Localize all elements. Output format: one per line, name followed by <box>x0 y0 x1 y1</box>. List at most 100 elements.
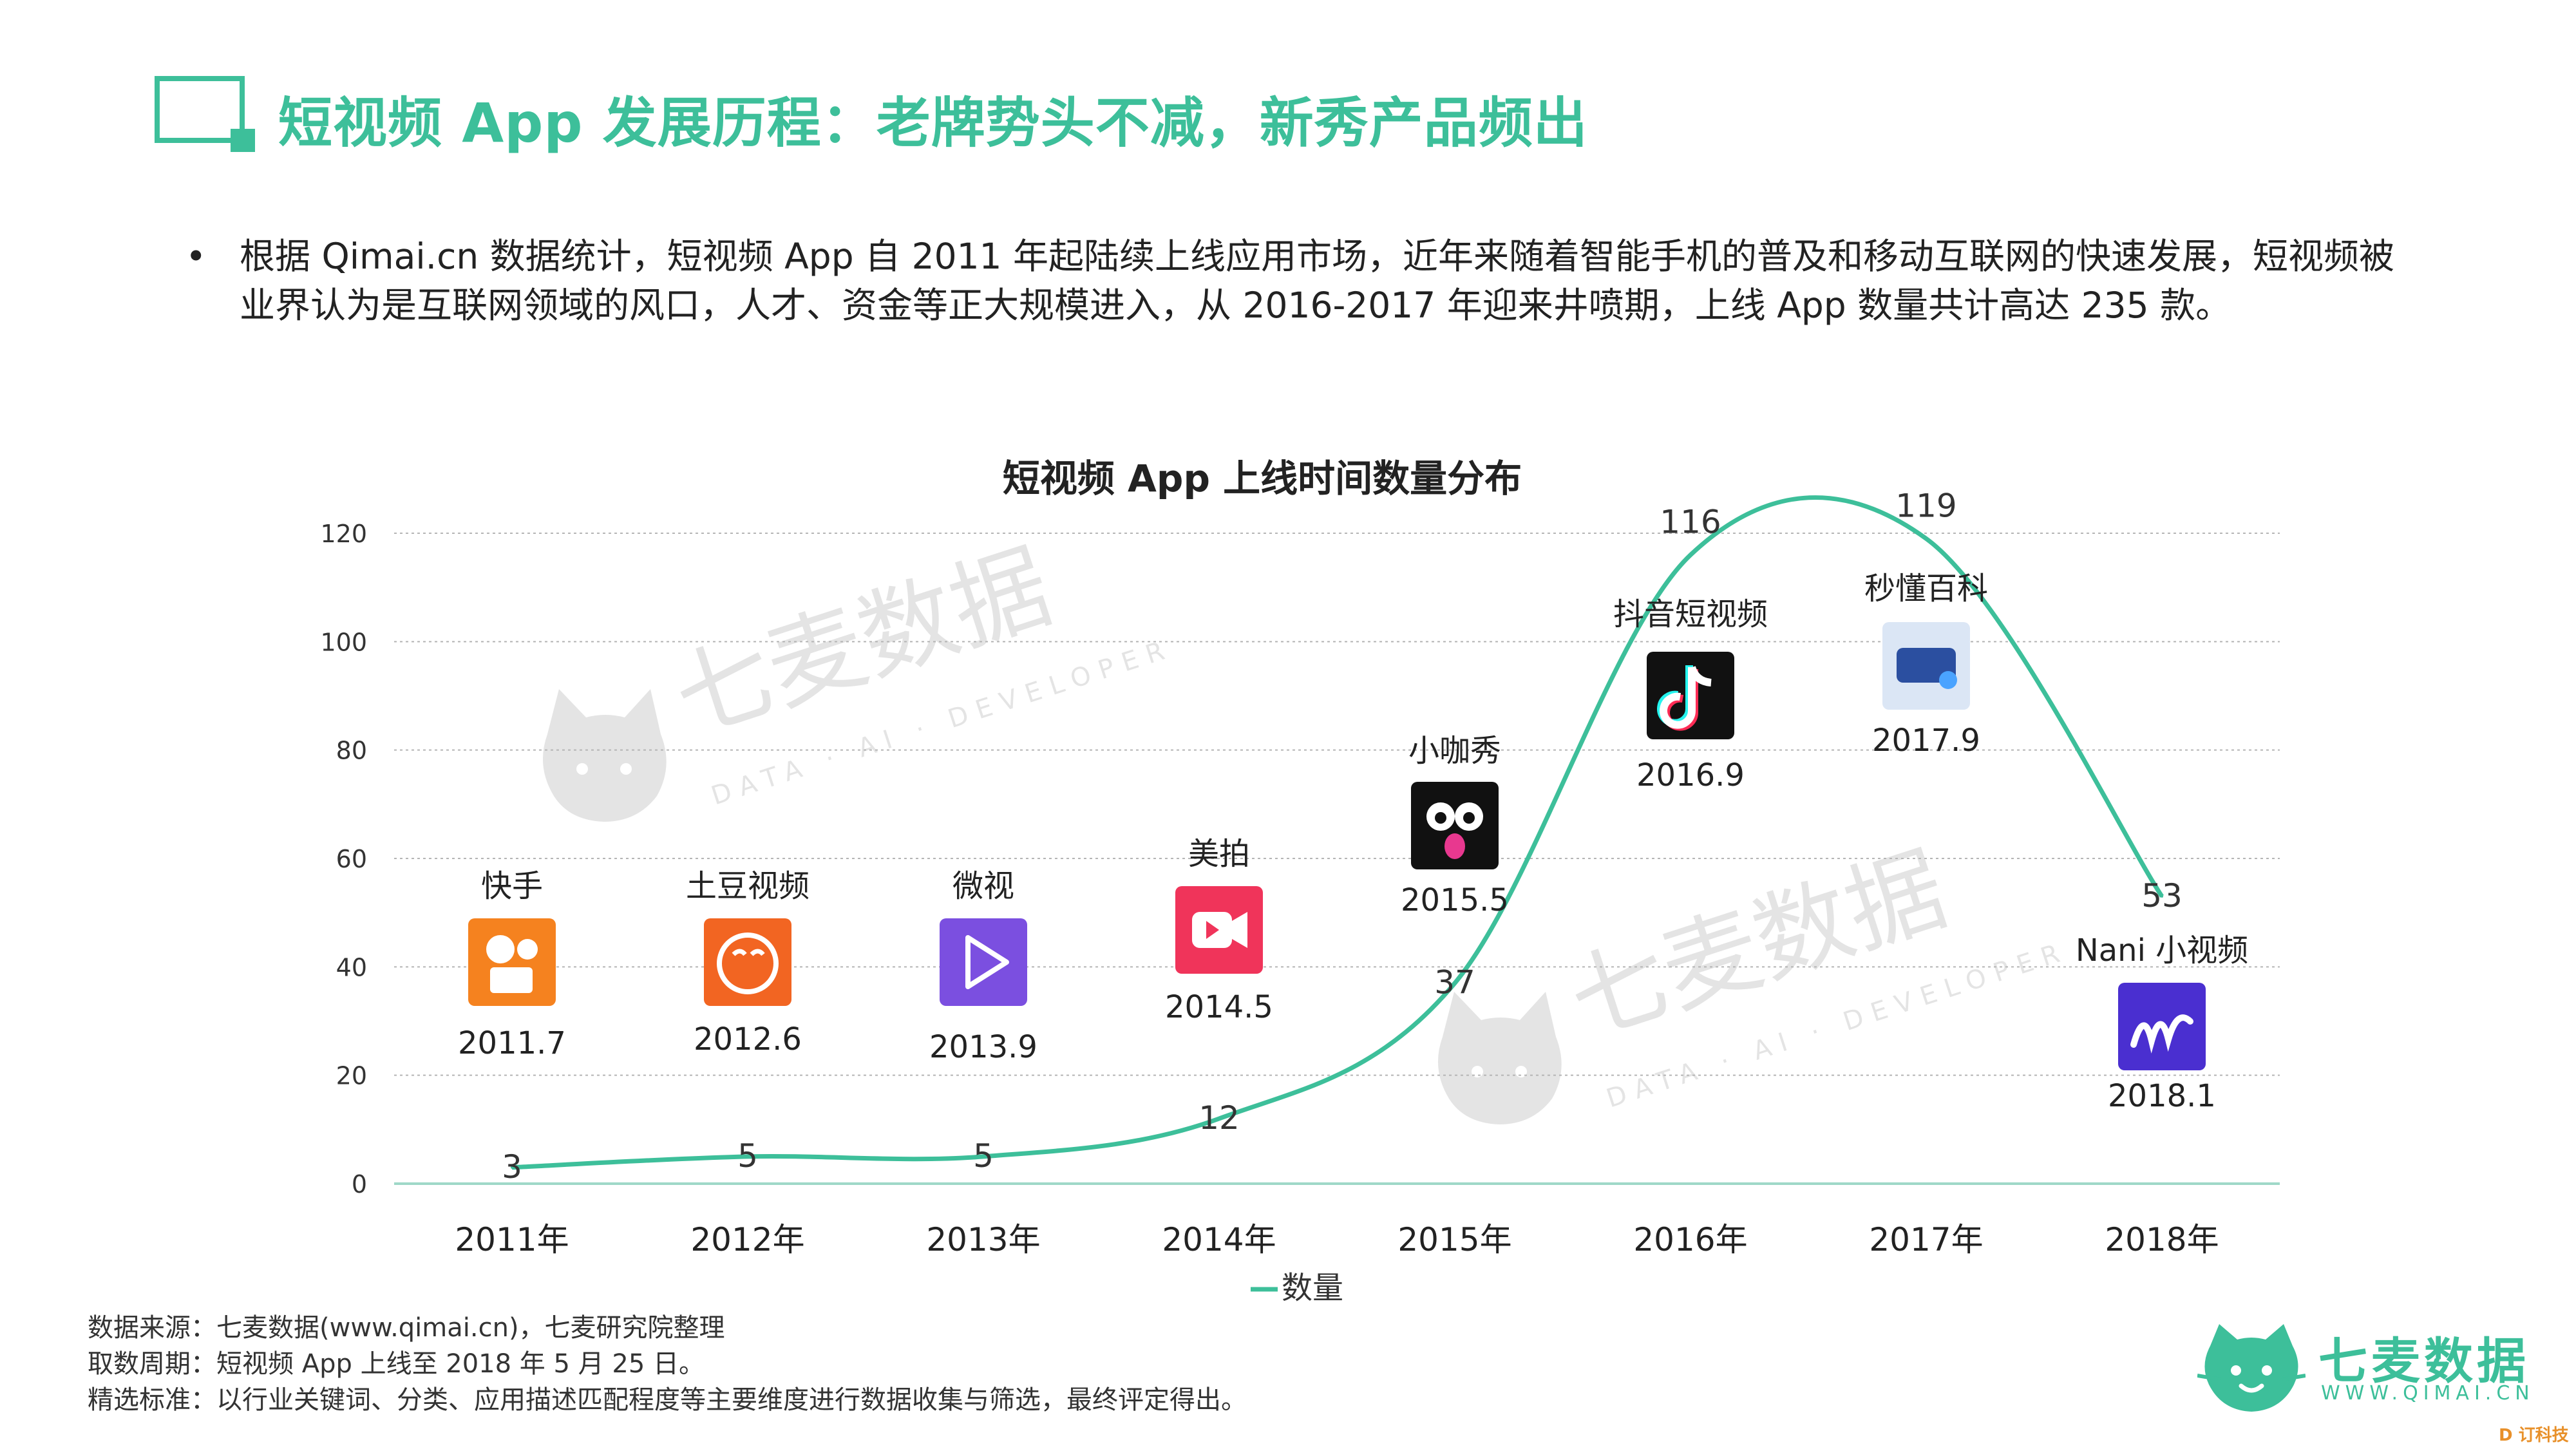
footer-period: 取数周期：短视频 App 上线至 2018 年 5 月 25 日。 <box>88 1349 705 1379</box>
footer-criteria: 精选标准：以行业关键词、分类、应用描述匹配程度等主要维度进行数据收集与筛选，最终… <box>88 1385 1247 1415</box>
x-tick-label: 2015年 <box>1397 1221 1511 1258</box>
icon-mark <box>1939 671 1957 689</box>
icon-mark <box>1435 812 1446 824</box>
qimai-cat-logo-icon <box>2197 1324 2306 1412</box>
icon-mark <box>490 967 533 993</box>
app-name-label: 小咖秀 <box>1408 733 1501 769</box>
app-launch-date: 2013.9 <box>929 1029 1037 1065</box>
icon-mark <box>1444 833 1465 859</box>
nani-icon <box>2118 983 2206 1070</box>
data-label: 119 <box>1895 487 1956 524</box>
app-name-label: 抖音短视频 <box>1613 596 1768 632</box>
y-tick-label: 80 <box>336 737 367 765</box>
kuaishou-icon <box>468 918 556 1006</box>
douyin-icon <box>1647 652 1734 739</box>
data-label: 5 <box>973 1137 994 1175</box>
watermark-cat-eye <box>576 763 588 775</box>
icon-mark <box>2130 1014 2193 1054</box>
app-launch-date: 2018.1 <box>2108 1078 2216 1114</box>
app-launch-date: 2014.5 <box>1165 989 1273 1025</box>
watermark-cat-icon <box>1437 992 1562 1124</box>
y-tick-label: 0 <box>352 1170 367 1198</box>
y-tick-label: 20 <box>336 1062 367 1090</box>
icon-mark <box>717 933 779 994</box>
app-name-label: 微视 <box>952 868 1014 904</box>
y-tick-label: 120 <box>320 520 367 548</box>
icon-mark <box>1660 666 1712 729</box>
app-launch-date: 2017.9 <box>1872 723 1980 759</box>
xiaokaxiu-icon <box>1411 782 1499 869</box>
data-label: 12 <box>1198 1099 1240 1137</box>
footer-source: 数据来源：七麦数据(www.qimai.cn)，七麦研究院整理 <box>88 1313 725 1343</box>
app-launch-date: 2016.9 <box>1636 757 1745 793</box>
x-tick-label: 2012年 <box>690 1221 804 1258</box>
chart-title: 短视频 App 上线时间数量分布 <box>1002 457 1522 500</box>
app-name-label: 土豆视频 <box>686 868 810 904</box>
data-point <box>511 1166 513 1169</box>
icon-mark <box>1897 648 1956 683</box>
intro-bullet: • 根据 Qimai.cn 数据统计，短视频 App 自 2011 年起陆续上线… <box>185 232 2427 330</box>
app-name-label: 秒懂百科 <box>1864 571 1988 607</box>
header-frame-icon <box>155 76 255 152</box>
corner-watermark: D 订科技 <box>2499 1426 2569 1445</box>
data-point <box>982 1155 985 1158</box>
icon-mark <box>517 939 538 960</box>
intro-text: 根据 Qimai.cn 数据统计，短视频 App 自 2011 年起陆续上线应用… <box>240 236 2395 326</box>
icon-mark <box>1232 912 1247 948</box>
icon-mark <box>732 949 765 956</box>
series-layer: 3 5 5 12 37 116 119 53 <box>502 487 2183 1185</box>
data-label: 3 <box>502 1148 522 1186</box>
data-label: 116 <box>1660 504 1721 541</box>
app-name-label: 快手 <box>481 868 543 904</box>
y-tick-label: 60 <box>336 845 367 873</box>
y-tick-label: 40 <box>336 953 367 981</box>
weishi-icon <box>940 918 1027 1006</box>
app-launch-date: 2015.5 <box>1401 882 1509 918</box>
icon-mark <box>486 935 515 963</box>
legend-layer: 数量 <box>1251 1270 1343 1306</box>
annotation-layer: 快手 2011.7 土豆视频 2012.6 微视 2013.9 美拍 2014.5 小咖秀 201… <box>458 571 2248 1114</box>
tudou-icon <box>704 918 791 1006</box>
axis-layer: 0 20 40 60 80 100 120 2011年 2012年 2013年 2014年 2015年… <box>320 520 2219 1258</box>
x-tick-label: 2017年 <box>1869 1221 1983 1258</box>
app-name-label: Nani 小视频 <box>2076 933 2248 969</box>
data-label: 53 <box>2141 877 2183 914</box>
app-launch-date: 2012.6 <box>694 1021 802 1057</box>
watermark-cat-eye <box>620 763 632 775</box>
icon-mark <box>965 935 1009 989</box>
watermark-cat-icon <box>542 689 667 822</box>
app-launch-date: 2011.7 <box>458 1025 566 1061</box>
brand-url: WWW.QIMAI.CN <box>2321 1382 2535 1405</box>
data-point <box>746 1155 749 1158</box>
data-point <box>1925 537 1927 540</box>
meipai-icon <box>1175 886 1263 974</box>
watermark-cat-eye <box>1472 1066 1483 1077</box>
app-name-label: 美拍 <box>1188 836 1250 872</box>
footer-notes: 数据来源：七麦数据(www.qimai.cn)，七麦研究院整理 取数周期：短视频… <box>88 1310 1247 1418</box>
x-tick-label: 2011年 <box>455 1221 569 1258</box>
legend-label: 数量 <box>1282 1270 1343 1306</box>
data-point <box>1454 981 1456 985</box>
x-tick-label: 2018年 <box>2105 1221 2219 1258</box>
icon-mark <box>1206 921 1219 939</box>
data-point <box>1689 553 1692 556</box>
icon-mark <box>1463 812 1475 824</box>
watermark-name: 七麦数据 <box>661 530 1063 756</box>
miaodong-icon <box>1882 622 1970 710</box>
data-point <box>2161 895 2163 898</box>
y-tick-label: 100 <box>320 628 367 656</box>
x-tick-label: 2013年 <box>926 1221 1040 1258</box>
x-tick-label: 2016年 <box>1633 1221 1747 1258</box>
brand-name: 七麦数据 <box>2318 1332 2530 1390</box>
app-icon-bg <box>1411 782 1499 869</box>
grid-layer <box>394 533 2280 1185</box>
watermark-name: 七麦数据 <box>1557 833 1958 1059</box>
x-tick-label: 2014年 <box>1162 1221 1276 1258</box>
app-icon-bg <box>940 918 1027 1006</box>
data-label: 5 <box>737 1137 758 1175</box>
data-label: 37 <box>1434 964 1475 1001</box>
bullet-dot-icon: • <box>185 236 207 277</box>
page-title: 短视频 App 发展历程：老牌势头不减，新秀产品频出 <box>278 91 1588 155</box>
